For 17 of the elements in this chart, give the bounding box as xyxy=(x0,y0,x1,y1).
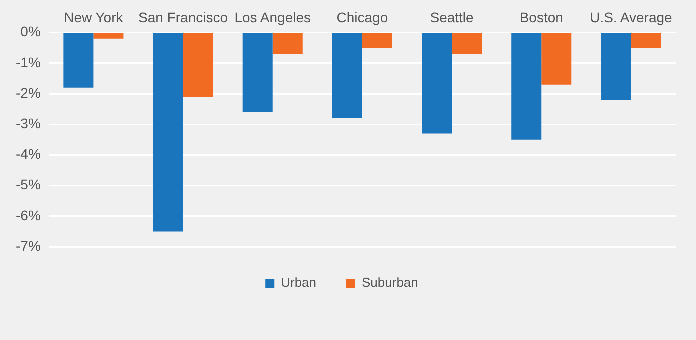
y-tick-label: -6% xyxy=(16,207,41,224)
legend-label: Urban xyxy=(281,275,317,290)
x-tick-label: New York xyxy=(64,9,124,26)
x-tick-label: U.S. Average xyxy=(590,9,673,26)
y-tick-label: -4% xyxy=(16,146,41,162)
y-tick-label: -7% xyxy=(16,238,41,254)
x-tick-label: Chicago xyxy=(336,9,388,26)
x-tick-label: Seattle xyxy=(430,9,474,26)
y-tick-label: -1% xyxy=(16,54,41,70)
y-tick-label: -5% xyxy=(16,176,41,193)
y-tick-label: -2% xyxy=(16,84,41,101)
x-tick-label: Boston xyxy=(520,9,564,26)
x-tick-label: Los Angeles xyxy=(234,9,312,26)
x-tick-label: San Francisco xyxy=(138,9,228,26)
legend-label: Suburban xyxy=(362,275,418,290)
y-tick-label: 0% xyxy=(20,24,41,40)
y-tick-label: -3% xyxy=(16,115,41,132)
